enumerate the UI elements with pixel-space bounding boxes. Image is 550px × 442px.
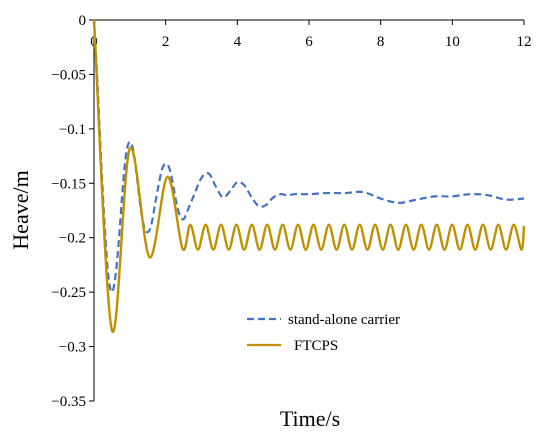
y-tick-label: −0.1 xyxy=(59,122,86,138)
legend-label-stand-alone-carrier: stand-alone carrier xyxy=(288,312,400,328)
y-axis-label: Heave/m xyxy=(8,170,33,249)
y-tick-label: −0.05 xyxy=(51,67,86,83)
y-tick-label: −0.35 xyxy=(51,394,86,410)
x-tick-label: 12 xyxy=(517,34,532,50)
x-axis: 0 2 4 6 8 10 12 xyxy=(90,19,532,50)
x-tick-label: 8 xyxy=(377,34,385,50)
y-tick-label: 0 xyxy=(79,13,87,29)
y-tick-label: −0.15 xyxy=(51,176,86,192)
series-layer xyxy=(92,19,526,334)
x-axis-label: Time/s xyxy=(280,406,340,431)
y-axis: 0 −0.05 −0.1 −0.15 −0.2 −0.25 −0.3 −0.35 xyxy=(51,13,95,410)
y-tick-label: −0.3 xyxy=(59,340,86,356)
x-tick-label: 6 xyxy=(305,34,313,50)
series-line-stand-alone-carrier xyxy=(92,19,525,294)
y-tick-label: −0.2 xyxy=(59,231,86,247)
y-tick-label: −0.25 xyxy=(51,285,86,301)
legend: stand-alone carrier FTCPS xyxy=(247,312,400,354)
x-tick-label: 4 xyxy=(234,34,242,50)
series-line-ftcps xyxy=(92,19,526,334)
legend-label-ftcps: FTCPS xyxy=(294,338,338,354)
x-tick-label: 10 xyxy=(445,34,460,50)
x-tick-label: 2 xyxy=(162,34,170,50)
